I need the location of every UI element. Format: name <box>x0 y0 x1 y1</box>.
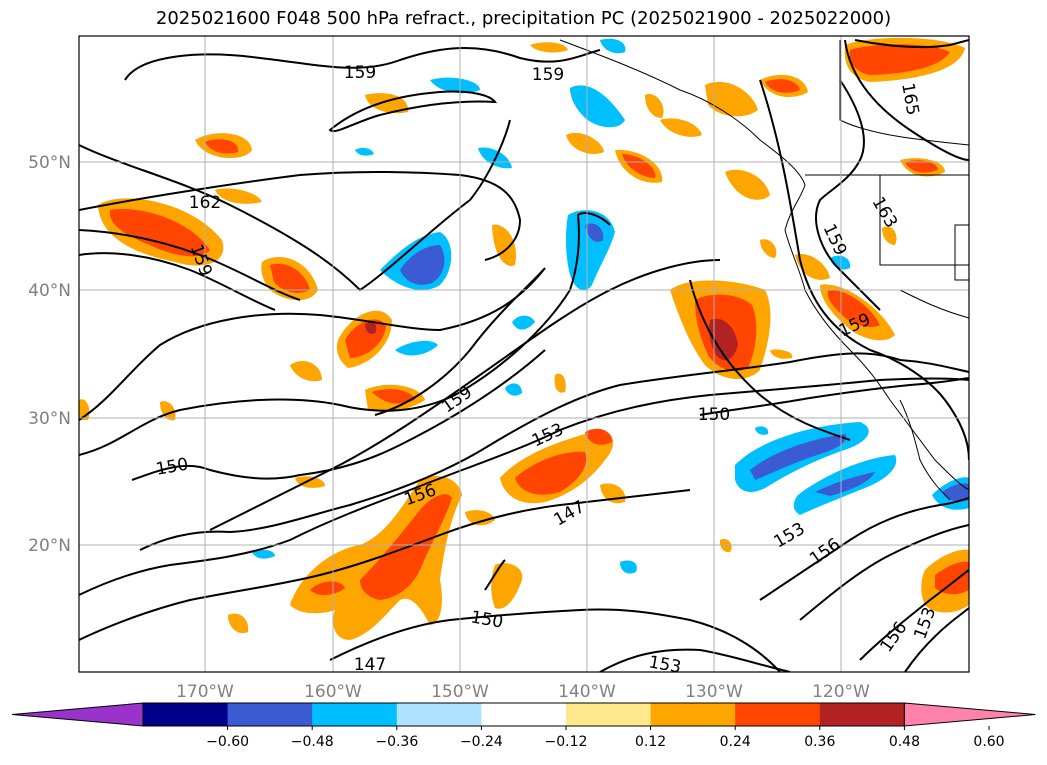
map-field-layer: 159 159 162 159 165 163 159 159 159 150 … <box>79 36 969 677</box>
lat-label: 40°N <box>28 281 71 301</box>
contour-label: 153 <box>647 652 682 677</box>
colorbar-segment <box>312 703 398 726</box>
colorbar-tick-label: −0.36 <box>375 734 418 750</box>
lat-label: 30°N <box>28 409 71 429</box>
coastlines <box>559 39 969 501</box>
colorbar-segment <box>735 703 821 726</box>
map-title: 2025021600 F048 500 hPa refract., precip… <box>155 8 892 29</box>
colorbar-extend-low <box>11 702 144 727</box>
colorbar-segment <box>227 703 313 726</box>
map-frame <box>78 35 970 673</box>
colorbar-tick-label: 0.24 <box>720 734 751 750</box>
lon-label: 130°W <box>685 682 743 702</box>
precip-negative-blobs <box>252 38 969 574</box>
contour-label: 147 <box>354 655 386 675</box>
lon-label: 160°W <box>304 682 362 702</box>
colorbar-tick-label: −0.60 <box>206 734 249 750</box>
colorbar-tick-label: 0.36 <box>804 734 835 750</box>
colorbar-segment <box>396 703 482 726</box>
lon-label: 120°W <box>812 682 870 702</box>
contour-label: 162 <box>189 193 221 213</box>
longitude-labels: 170°W 160°W 150°W 140°W 130°W 120°W <box>176 682 870 702</box>
lat-label: 50°N <box>28 153 71 173</box>
colorbar-frame <box>142 702 905 727</box>
lon-label: 150°W <box>431 682 489 702</box>
colorbar-tick-label: −0.48 <box>291 734 334 750</box>
colorbar-tick-label: 0.12 <box>635 734 666 750</box>
colorbar-tick-label: 0.60 <box>973 734 1004 750</box>
colorbar-segment <box>566 703 652 726</box>
colorbar-extend-high <box>903 702 1036 727</box>
colorbar: −0.60 −0.48 −0.36 −0.24 −0.12 0.12 0.24 0.36 0.4… <box>11 702 1036 750</box>
lon-label: 140°W <box>558 682 616 702</box>
colorbar-tick-label: 0.48 <box>889 734 920 750</box>
colorbar-tick-label: −0.24 <box>460 734 503 750</box>
colorbar-segment <box>143 703 229 726</box>
colorbar-segment <box>819 703 905 726</box>
colorbar-segment <box>650 703 736 726</box>
colorbar-segment <box>481 703 567 726</box>
lat-label: 20°N <box>28 536 71 556</box>
contour-label: 150 <box>698 405 730 425</box>
lon-label: 170°W <box>176 682 234 702</box>
contour-label: 159 <box>344 63 376 83</box>
latitude-labels: 50°N 40°N 30°N 20°N <box>28 153 71 556</box>
colorbar-tick-label: −0.12 <box>545 734 588 750</box>
contour-label: 159 <box>532 65 564 85</box>
refractivity-contours <box>79 39 969 672</box>
map-gridlines <box>79 36 969 672</box>
